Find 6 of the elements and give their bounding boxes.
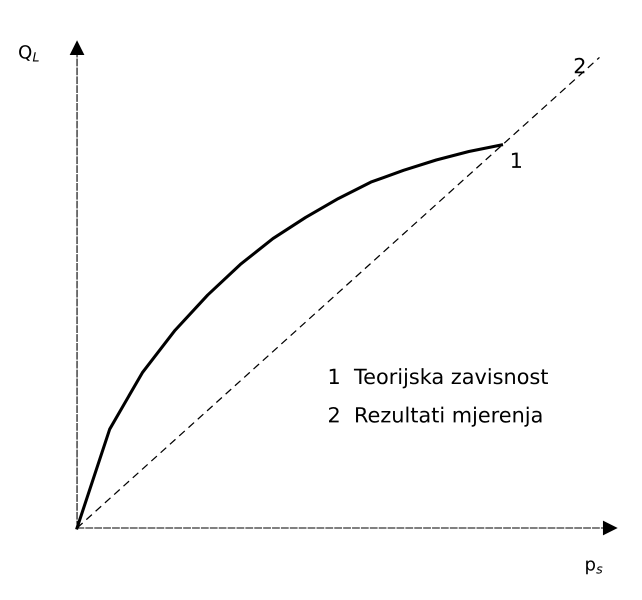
- y-axis-title: Q$_{L}$: [19, 45, 39, 62]
- annotation: 2 Rezultati mjerenja: [329, 406, 542, 427]
- x-axis-title: p$_{s}$: [586, 560, 602, 574]
- series-label: 2: [574, 58, 584, 74]
- annotation: 1 Teorijska zavisnost: [330, 368, 548, 388]
- series-label: 1: [512, 152, 521, 168]
